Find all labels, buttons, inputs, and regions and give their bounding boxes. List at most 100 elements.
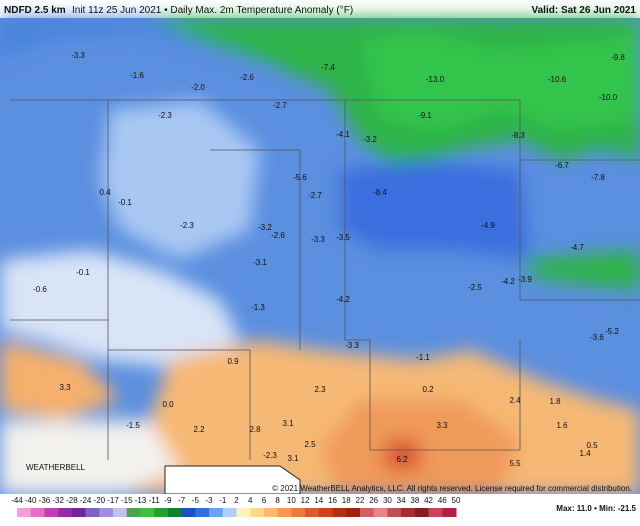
colorbar-cell	[181, 508, 196, 517]
colorbar-cell	[373, 508, 388, 517]
point-value: -1.6	[130, 71, 144, 80]
colorbar-cell	[359, 508, 375, 517]
colorbar-label: -13	[135, 496, 147, 505]
colorbar-label: 50	[452, 496, 461, 505]
colorbar-label: -1	[219, 496, 227, 505]
point-value: 0.0	[162, 400, 174, 409]
point-value: -2.3	[180, 221, 194, 230]
colorbar-cell	[30, 508, 45, 517]
colorbar-label: 4	[248, 496, 253, 505]
point-value: -0.6	[33, 285, 47, 294]
point-value: 2.2	[193, 425, 205, 434]
point-value: -6.7	[555, 161, 569, 170]
colorbar-label: 18	[342, 496, 351, 505]
point-value: -2.7	[308, 191, 322, 200]
colorbar-label: -9	[164, 496, 172, 505]
point-value: -1.5	[126, 421, 140, 430]
point-value: 1.8	[549, 397, 561, 406]
colorbar-label: -17	[107, 496, 119, 505]
colorbar-cell	[195, 508, 210, 517]
point-value: -3.2	[363, 135, 377, 144]
colorbar-cell	[17, 508, 32, 517]
point-value: -4.2	[336, 295, 350, 304]
colorbar-label: -36	[39, 496, 51, 505]
point-value: -2.3	[158, 111, 172, 120]
colorbar-label: 14	[314, 496, 323, 505]
point-value: -3.6	[590, 333, 604, 342]
point-value: -10.0	[599, 93, 618, 102]
colorbar-cell	[126, 508, 141, 517]
colorbar-cell	[305, 508, 320, 517]
colorbar-cell	[222, 508, 237, 517]
colorbar-cell	[71, 508, 87, 517]
colorbar-cell	[414, 508, 430, 517]
colorbar-label: -7	[178, 496, 186, 505]
point-value: 3.1	[282, 419, 294, 428]
colorbar-cell	[332, 508, 347, 517]
colorbar-cell	[291, 508, 306, 517]
colorbar-label: -28	[66, 496, 78, 505]
point-value: -13.0	[426, 75, 445, 84]
point-value: -2.5	[468, 283, 482, 292]
point-value: 3.3	[436, 421, 448, 430]
colorbar-label: 2	[234, 496, 239, 505]
point-value: -0.1	[118, 198, 132, 207]
valid-time: Valid: Sat 26 Jun 2021	[532, 5, 637, 16]
point-value: 0.5	[586, 441, 598, 450]
colorbar-cell	[209, 508, 224, 517]
copyright: © 2021 WeatherBELL Analytics, LLC. All r…	[272, 484, 632, 493]
point-value: -2.3	[263, 451, 277, 460]
colorbar-cell	[44, 508, 59, 517]
point-value: 0.2	[422, 385, 434, 394]
point-value: 3.1	[287, 454, 299, 463]
colorbar-cell	[263, 508, 279, 517]
point-value: 1.4	[579, 449, 591, 458]
point-value: -2.6	[271, 231, 285, 240]
point-value: -3.2	[258, 223, 272, 232]
colorbar-label: 16	[328, 496, 337, 505]
colorbar-label: 30	[383, 496, 392, 505]
point-value: -10.6	[548, 75, 567, 84]
point-value: -7.4	[321, 63, 335, 72]
model-name: NDFD 2.5 km	[4, 5, 66, 16]
colorbar-label: 38	[410, 496, 419, 505]
colorbar-cell	[85, 508, 100, 517]
point-value: -2.6	[240, 73, 254, 82]
map	[0, 18, 640, 495]
point-value: 3.3	[59, 383, 71, 392]
point-value: -8.4	[373, 188, 387, 197]
colorbar-label: 26	[369, 496, 378, 505]
colorbar-cell	[442, 508, 457, 517]
colorbar-label: 8	[275, 496, 280, 505]
colorbar-label: -20	[94, 496, 106, 505]
colorbar-cell	[318, 508, 334, 517]
colorbar-cell	[428, 508, 443, 517]
point-value: -9.1	[418, 111, 432, 120]
point-value: -4.2	[501, 277, 515, 286]
colorbar-label: 34	[397, 496, 406, 505]
colorbar-cell	[167, 508, 183, 517]
colorbar-cell	[277, 508, 292, 517]
point-value: -5.2	[605, 327, 619, 336]
point-value: -3.5	[336, 233, 350, 242]
colorbar-label: 42	[424, 496, 433, 505]
point-value: -4.1	[336, 130, 350, 139]
point-value: -2.0	[191, 83, 205, 92]
colorbar-cell	[250, 508, 265, 517]
point-value: 2.4	[509, 396, 521, 405]
colorbar-label: -40	[25, 496, 37, 505]
point-value: -3.1	[253, 258, 267, 267]
colorbar-cell	[58, 508, 73, 517]
colorbar-cell	[236, 508, 251, 517]
point-value: -9.8	[611, 53, 625, 62]
logo: WEATHERBELL	[26, 463, 86, 472]
colorbar-label: -3	[206, 496, 214, 505]
colorbar-label: 6	[262, 496, 267, 505]
point-value: 0.9	[227, 357, 239, 366]
colorbar-cell	[140, 508, 155, 517]
colorbar-label: -32	[52, 496, 64, 505]
point-value: -8.3	[511, 131, 525, 140]
point-value: -2.7	[273, 101, 287, 110]
colorbar-label: -15	[121, 496, 133, 505]
